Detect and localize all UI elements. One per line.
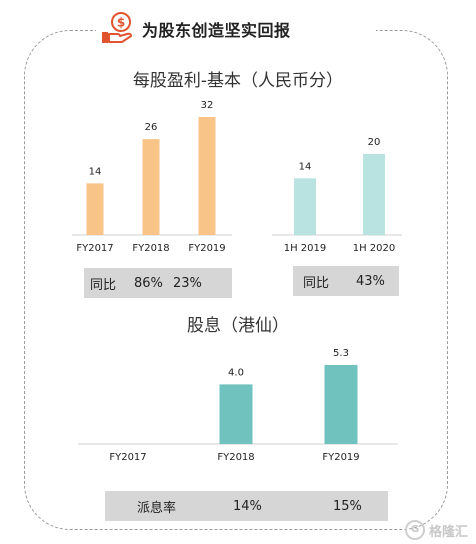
dollar-hand-icon: $ xyxy=(102,12,132,43)
eps-fy-bar xyxy=(142,139,160,235)
yoy-fy-box: 同比 86% 23% xyxy=(84,268,232,298)
eps-fy-chart: 14 FY2017 26 FY2018 32 FY2019 xyxy=(72,100,232,254)
eps-1h-tick-label: 1H 2019 xyxy=(284,243,327,254)
yoy-1h-box: 同比 43% xyxy=(293,266,399,296)
yoy-fy-value-2018: 86% xyxy=(134,275,163,291)
dividend-chart-title: 股息（港仙） xyxy=(187,316,289,336)
dividend-chart: FY2017 4.0 FY2018 5.3 FY2019 xyxy=(78,348,398,463)
yoy-fy-label: 同比 xyxy=(90,277,117,293)
yoy-1h-label: 同比 xyxy=(303,275,330,291)
eps-fy-tick-label: FY2018 xyxy=(132,243,169,254)
dividend-tick-label: FY2018 xyxy=(217,452,254,463)
dividend-tick-label: FY2017 xyxy=(109,452,146,463)
watermark-text: 格隆汇 xyxy=(428,524,468,540)
dividend-tick-label: FY2019 xyxy=(322,452,359,463)
yoy-1h-value: 43% xyxy=(356,273,385,289)
payout-box: 派息率 14% 15% xyxy=(105,491,388,521)
eps-1h-chart: 14 1H 2019 20 1H 2020 xyxy=(272,137,402,254)
header-title: 为股东创造坚实回报 xyxy=(142,21,291,40)
eps-fy-tick-label: FY2017 xyxy=(76,243,113,254)
eps-fy-bar xyxy=(198,117,216,235)
eps-chart-title: 每股盈利-基本（人民币分） xyxy=(132,71,344,91)
payout-value-2019: 15% xyxy=(333,498,362,514)
eps-fy-value-label: 26 xyxy=(145,122,158,133)
eps-1h-tick-label: 1H 2020 xyxy=(353,243,396,254)
eps-fy-tick-label: FY2019 xyxy=(188,243,225,254)
eps-fy-value-label: 14 xyxy=(89,166,102,177)
eps-fy-bar xyxy=(86,183,104,235)
eps-fy-value-label: 32 xyxy=(201,100,214,111)
dividend-value-label: 5.3 xyxy=(333,348,349,359)
payout-label: 派息率 xyxy=(137,500,177,516)
dividend-bar xyxy=(219,384,253,444)
dividend-value-label: 4.0 xyxy=(228,367,244,378)
watermark: G 格隆汇 xyxy=(404,520,468,540)
svg-text:$: $ xyxy=(117,16,125,30)
yoy-fy-value-2019: 23% xyxy=(173,275,202,291)
eps-1h-bar xyxy=(294,178,316,235)
eps-1h-value-label: 20 xyxy=(368,137,381,148)
eps-1h-value-label: 14 xyxy=(299,161,312,172)
header-background xyxy=(96,14,376,48)
payout-value-2018: 14% xyxy=(233,498,262,514)
eps-1h-bar xyxy=(363,154,385,235)
g-circle-icon: G xyxy=(404,520,425,540)
dividend-bar xyxy=(324,365,358,444)
